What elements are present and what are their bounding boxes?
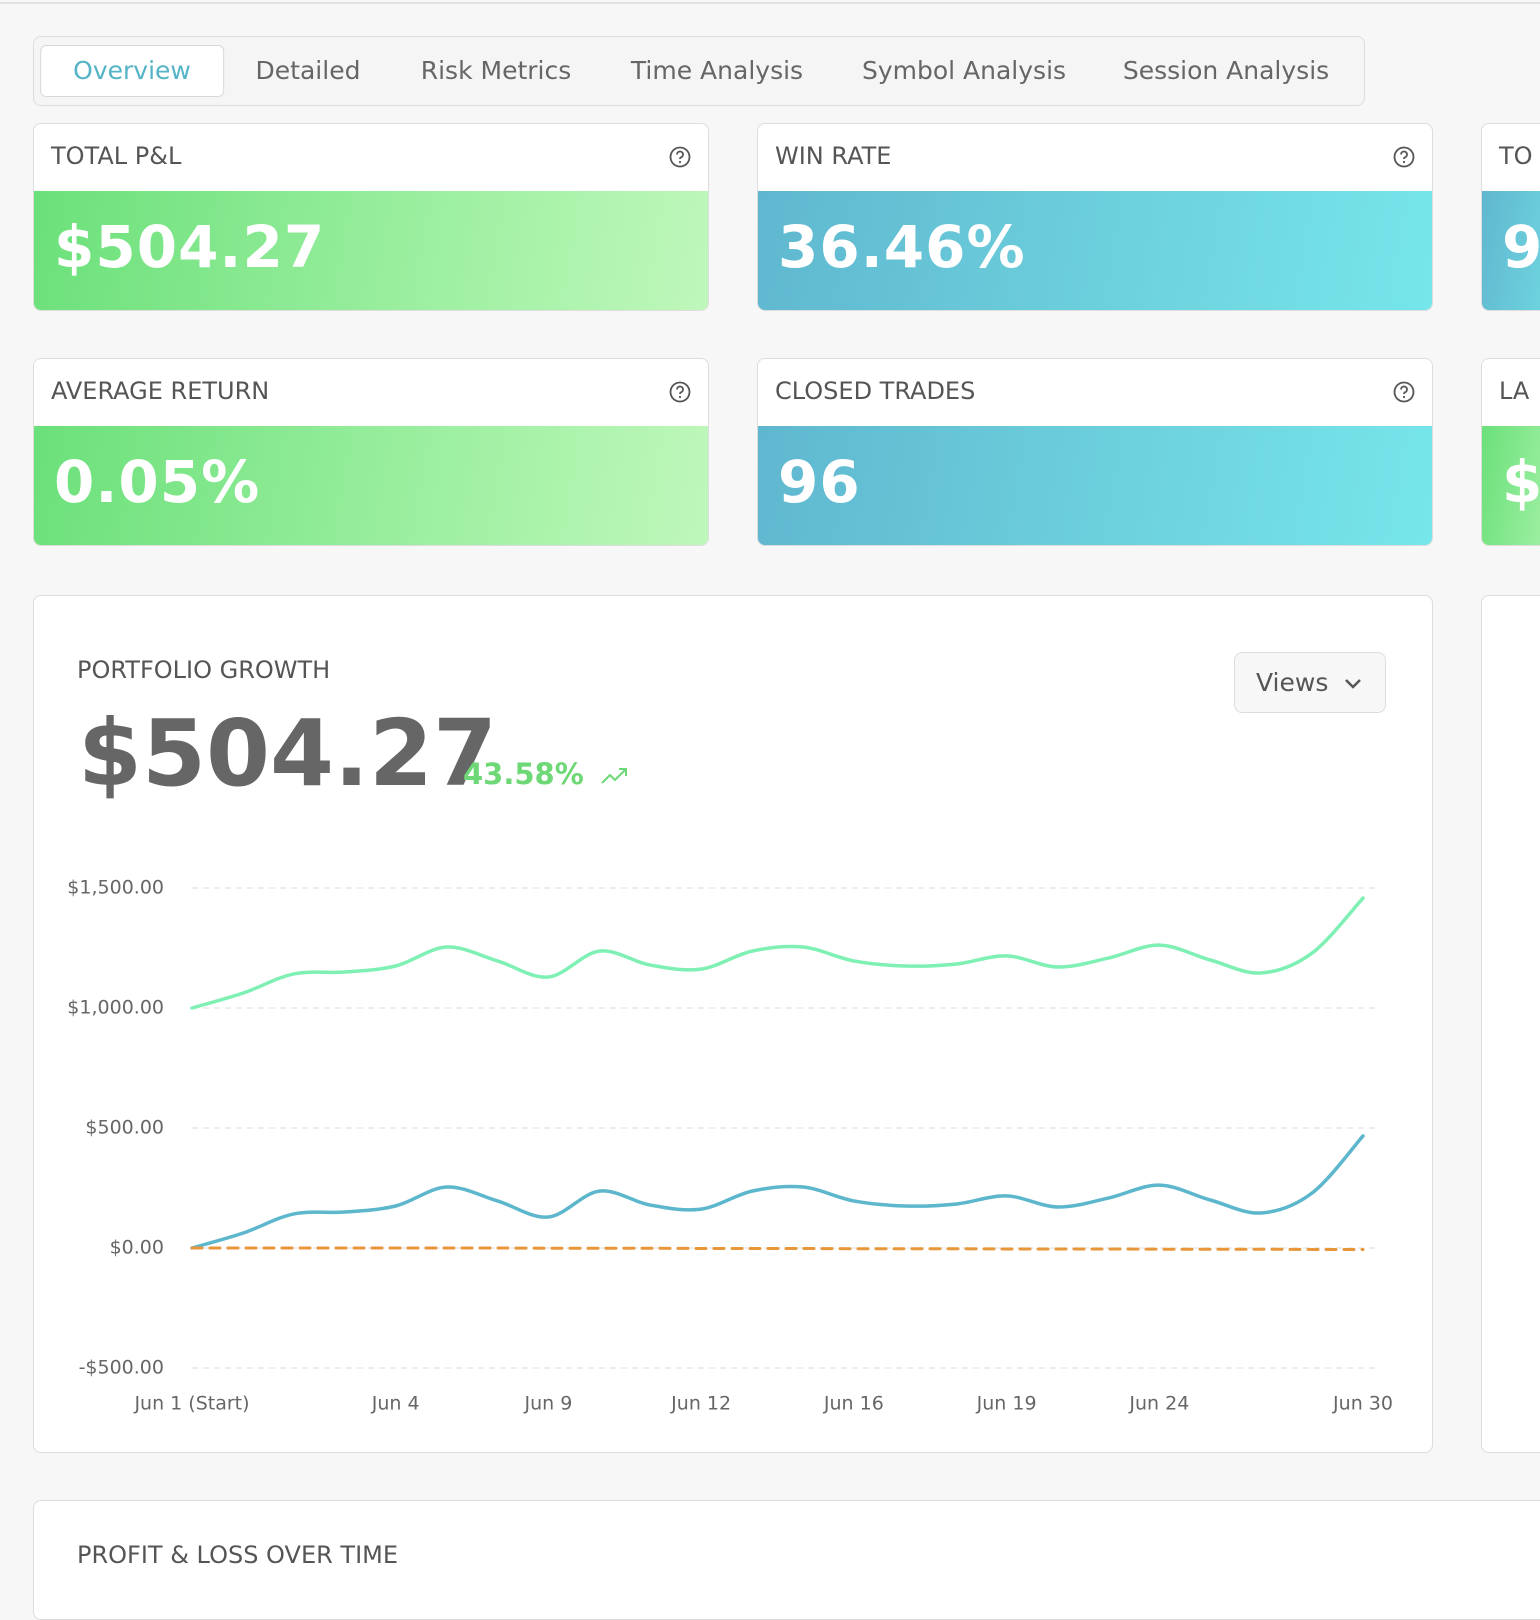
tab[interactable]: Time Analysis [630,56,804,85]
stat-label: LA [1499,377,1530,405]
help-icon[interactable] [1393,146,1415,168]
chart: -$500.00 $0.00 $500.00 $1,000.00 $1,500.00 Ju… [67,877,1393,1415]
x-tick-label: Jun 12 [670,1393,731,1415]
series-line [190,1246,1365,1251]
x-tick-label: Jun 1 (Start) [133,1393,249,1415]
stat-value: 0.05% [54,448,261,516]
stat-card: AVERAGE RETURN 0.05% [33,358,709,546]
trend-icon [601,768,627,784]
stat-value: 9 [1502,213,1540,281]
stat-band: 96 [758,426,1432,545]
bottom-card-title: PROFIT & LOSS OVER TIME [77,1541,399,1569]
x-tick-label: Jun 30 [1332,1393,1393,1415]
tab[interactable]: Overview [40,45,224,97]
y-tick-label: $1,500.00 [67,877,164,899]
tab[interactable]: Detailed [255,56,361,85]
stat-value: 36.46% [778,213,1026,281]
chart-card [33,595,1433,1453]
stat-band: 36.46% [758,191,1432,310]
stat-card: CLOSED TRADES 96 [757,358,1433,546]
y-tick-label: $1,000.00 [67,997,164,1019]
help-icon[interactable] [669,146,691,168]
side-card [1481,595,1540,1453]
y-tick-label: -$500.00 [79,1357,164,1379]
x-tick-label: Jun 24 [1128,1393,1189,1415]
help-icon[interactable] [669,381,691,403]
top-border [0,2,1540,4]
x-tick-label: Jun 19 [976,1393,1037,1415]
stat-band: $ [1482,426,1540,545]
portfolio-value: $504.27 [78,700,498,807]
x-tick-label: Jun 9 [523,1393,572,1415]
y-tick-label: $500.00 [85,1117,164,1139]
x-tick-label: Jun 4 [371,1393,420,1415]
series-line [190,1134,1365,1250]
change-text: 43.58% [463,757,584,791]
views-dropdown[interactable]: Views [1234,652,1386,713]
stat-value: 96 [778,448,861,516]
stat-label: AVERAGE RETURN [51,377,270,405]
chevron-icon [1345,679,1361,689]
series-line [190,896,1365,1010]
tab[interactable]: Risk Metrics [420,56,572,85]
y-tick-label: $0.00 [110,1237,164,1259]
stat-card: LA $ [1481,358,1540,546]
stat-band: 0.05% [34,426,708,545]
stat-value: $504.27 [54,213,326,281]
stat-label: CLOSED TRADES [775,377,976,405]
stat-card: TO 9 [1481,123,1540,311]
portfolio-change: 43.58% [463,757,630,791]
stat-band: $504.27 [34,191,708,310]
views-label: Views [1256,668,1329,697]
stat-label: WIN RATE [775,142,892,170]
stat-band: 9 [1482,191,1540,310]
chart-card-title: PORTFOLIO GROWTH [77,656,331,684]
help-icon[interactable] [1393,381,1415,403]
x-tick-label: Jun 16 [823,1393,884,1415]
stat-value: $ [1502,448,1540,516]
stat-label: TO [1499,142,1533,170]
stat-label: TOTAL P&L [51,142,182,170]
tab[interactable]: Session Analysis [1122,56,1330,85]
stat-card: WIN RATE 36.46% [757,123,1433,311]
tab-bar: Overview Detailed Risk Metrics Time Analysi… [33,36,1365,106]
tab[interactable]: Symbol Analysis [861,56,1067,85]
stat-card: TOTAL P&L $504.27 [33,123,709,311]
